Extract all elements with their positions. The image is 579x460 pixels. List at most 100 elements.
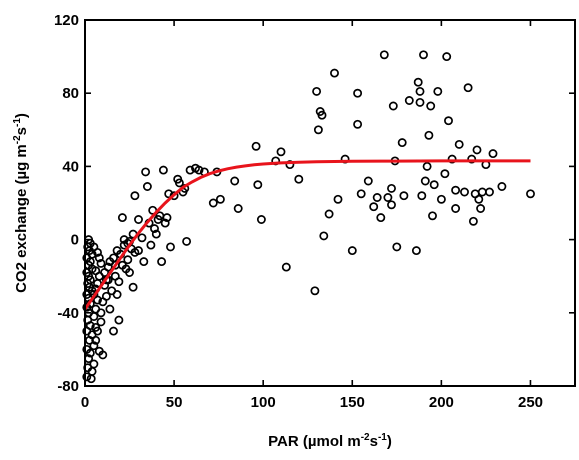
data-point — [230, 176, 240, 186]
data-point — [233, 204, 243, 213]
data-point — [96, 317, 106, 327]
x-tick-label: 100 — [251, 394, 276, 411]
data-point — [146, 240, 156, 250]
x-axis-title-part: s — [370, 433, 378, 450]
data-point — [474, 194, 484, 204]
x-axis-title-sup: -1 — [378, 432, 387, 443]
data-point — [310, 286, 320, 296]
data-point — [134, 215, 143, 224]
data-point — [440, 169, 450, 179]
data-point — [142, 182, 152, 191]
y-axis-title-part: s — [13, 127, 30, 135]
data-point — [476, 204, 486, 213]
data-point — [160, 218, 170, 228]
data-point — [451, 185, 461, 195]
data-point — [119, 235, 129, 245]
x-axis-title: PAR (µmol m-2s-1) — [268, 432, 392, 450]
data-point — [451, 204, 461, 213]
y-tick-label: -80 — [57, 378, 79, 395]
x-axis-title-sup: -2 — [361, 432, 370, 443]
data-point — [125, 268, 134, 277]
data-point — [89, 359, 99, 369]
data-point — [411, 246, 421, 256]
data-point — [463, 83, 473, 93]
data-point — [166, 242, 175, 252]
data-point — [330, 68, 339, 78]
data-point — [387, 200, 396, 210]
data-point — [85, 348, 95, 358]
x-tick-label: 150 — [340, 394, 365, 411]
data-point — [376, 213, 386, 223]
data-point — [460, 187, 469, 197]
data-point — [94, 253, 104, 263]
data-point — [488, 149, 498, 159]
data-point — [369, 202, 379, 212]
y-tick-labels: -80 -40 0 40 80 120 — [54, 12, 79, 395]
data-point — [319, 231, 329, 241]
data-point — [91, 266, 101, 276]
data-point — [379, 50, 389, 60]
data-point — [96, 258, 106, 268]
data-point — [312, 86, 322, 96]
y-axis-title-sup: -2 — [12, 135, 23, 144]
data-point — [276, 147, 286, 157]
data-point — [134, 246, 143, 256]
data-point — [89, 242, 99, 252]
data-point — [420, 176, 430, 186]
data-point — [251, 141, 261, 151]
data-point — [454, 139, 464, 149]
fit-curve — [83, 159, 531, 310]
data-point — [98, 350, 108, 360]
data-point — [497, 182, 507, 191]
y-tick-label: 80 — [62, 85, 79, 102]
data-point — [112, 290, 122, 299]
data-point — [174, 178, 184, 188]
data-point — [333, 194, 343, 204]
data-point — [363, 176, 373, 186]
data-point — [388, 101, 398, 111]
data-point — [215, 194, 225, 204]
data-point — [194, 165, 204, 175]
data-point — [433, 86, 443, 96]
data-point — [96, 308, 106, 318]
y-axis-title-sup: -1 — [12, 118, 23, 127]
data-point — [442, 52, 452, 62]
data-point — [444, 116, 453, 126]
data-point — [485, 187, 494, 197]
data-point — [157, 257, 167, 267]
x-tick-label: 250 — [518, 394, 543, 411]
data-point — [526, 189, 535, 199]
data-point — [404, 96, 414, 105]
data-point — [424, 130, 434, 140]
data-point — [415, 97, 425, 107]
data-point — [114, 277, 124, 287]
y-tick-label: -40 — [57, 305, 79, 322]
data-point — [151, 229, 161, 239]
data-point — [162, 213, 172, 223]
data-point — [82, 372, 92, 382]
data-point — [397, 138, 407, 148]
data-point — [208, 198, 218, 208]
y-axis-title: CO2 exchange (µg m-2s-1) — [12, 113, 30, 293]
data-point — [353, 119, 363, 129]
data-point — [89, 341, 99, 351]
data-point — [114, 315, 124, 325]
data-point — [93, 326, 102, 336]
data-point — [428, 211, 437, 221]
data-point — [123, 255, 133, 265]
data-point — [169, 191, 179, 201]
data-point — [110, 260, 120, 270]
x-tick-label: 50 — [166, 394, 183, 411]
data-point — [436, 194, 446, 204]
data-point — [347, 246, 357, 256]
data-point — [253, 180, 263, 190]
data-point — [353, 88, 363, 98]
data-point — [447, 154, 457, 164]
x-axis-title-part: PAR (µmol m — [268, 433, 361, 450]
data-point — [419, 50, 428, 60]
x-tick-label: 0 — [81, 394, 89, 411]
x-axis-title-part: ) — [387, 433, 392, 450]
x-tick-label: 200 — [429, 394, 454, 411]
data-point — [426, 101, 436, 111]
